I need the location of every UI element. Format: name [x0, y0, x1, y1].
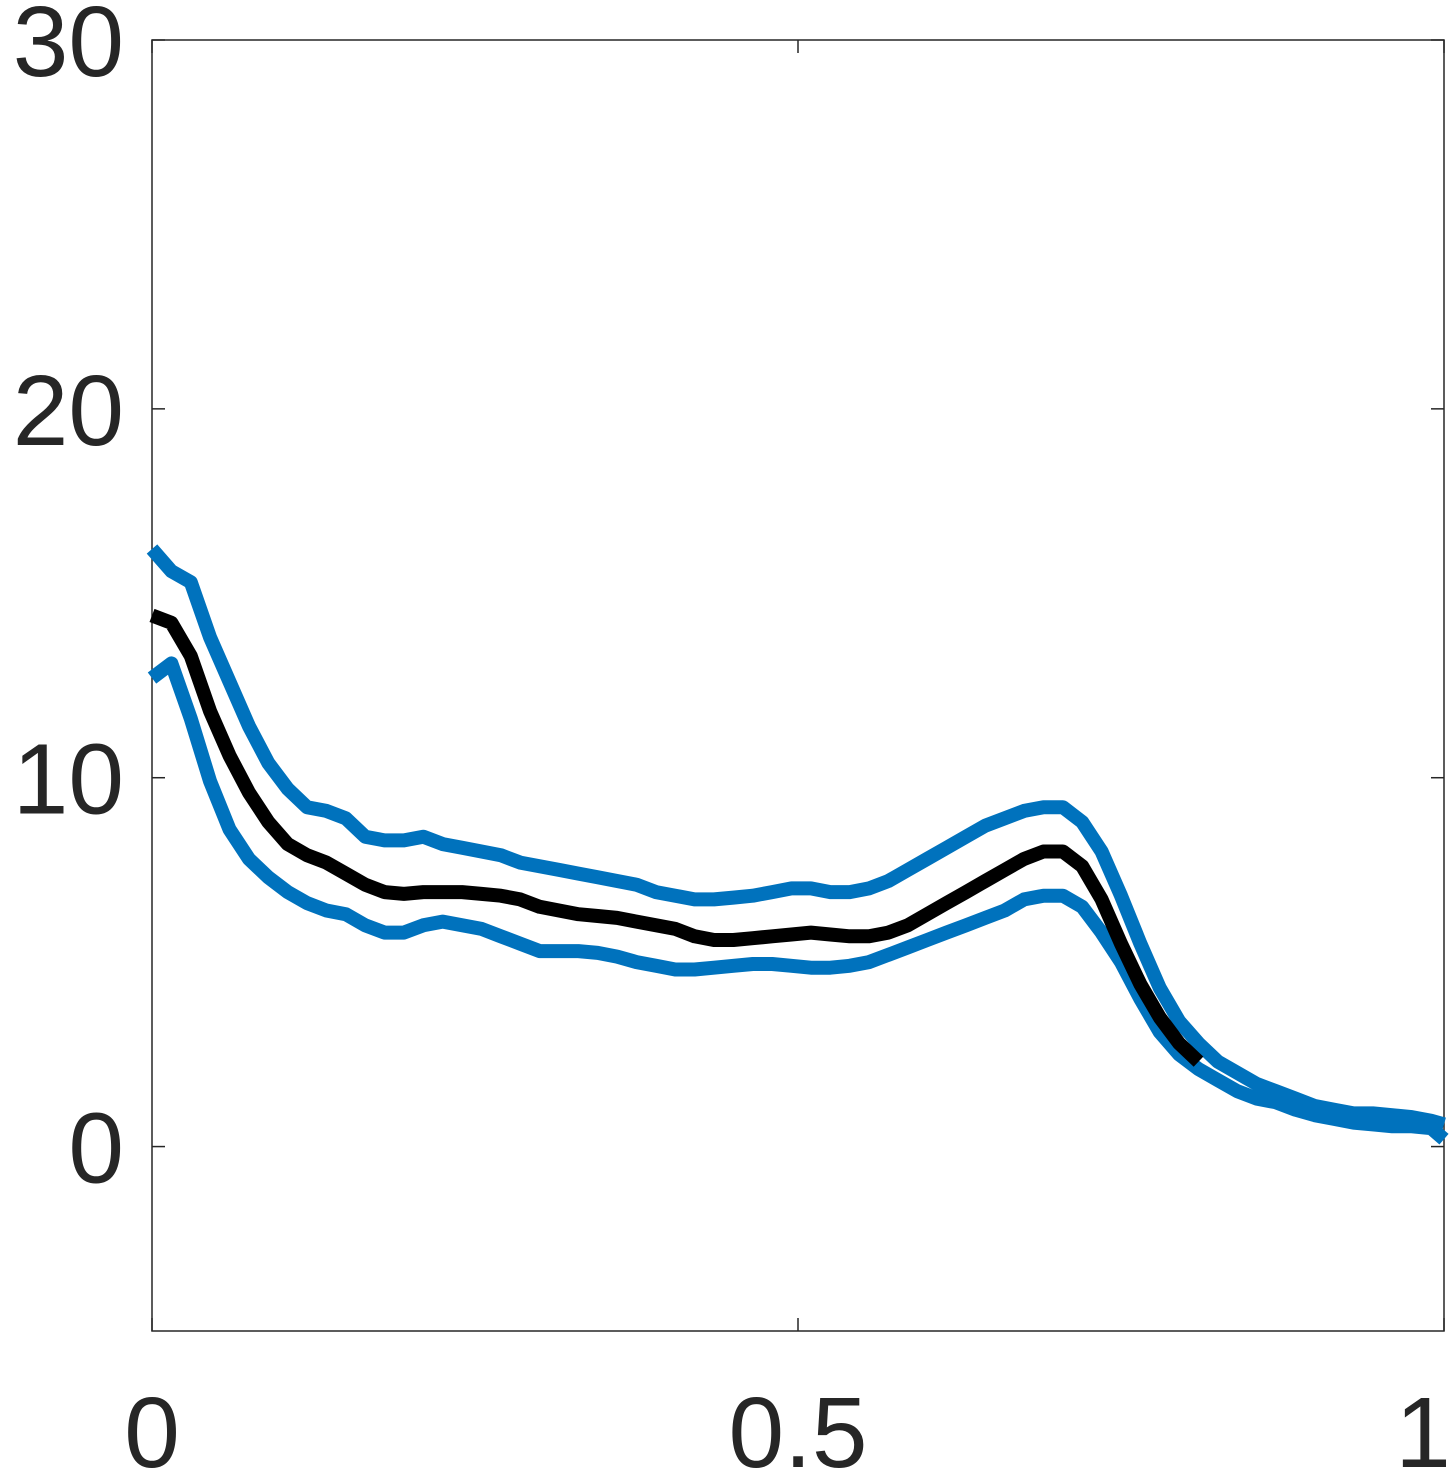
x-axis-tick-labels: 0 0.5 1 — [124, 1377, 1451, 1469]
lower-bound-line — [147, 656, 1449, 1145]
plot-area-box — [151, 39, 1445, 1332]
upper-bound-line — [146, 544, 1446, 1132]
plot-axes — [151, 39, 1445, 1332]
x-tick-label-0: 0 — [124, 1377, 180, 1469]
y-axis-ticks — [152, 39, 1444, 1148]
y-tick-label-20: 20 — [13, 355, 124, 467]
y-axis-tick-labels: 0 10 20 30 — [13, 0, 124, 1205]
y-tick-label-0: 0 — [68, 1093, 124, 1205]
y-tick-label-10: 10 — [13, 724, 124, 836]
x-tick-label-0-5: 0.5 — [728, 1377, 867, 1469]
y-tick-label-30: 30 — [13, 0, 124, 98]
x-tick-label-1: 1 — [1395, 1377, 1451, 1469]
x-axis-ticks — [151, 40, 1445, 1331]
series-layer — [146, 544, 1449, 1145]
mean-line — [149, 608, 1204, 1067]
